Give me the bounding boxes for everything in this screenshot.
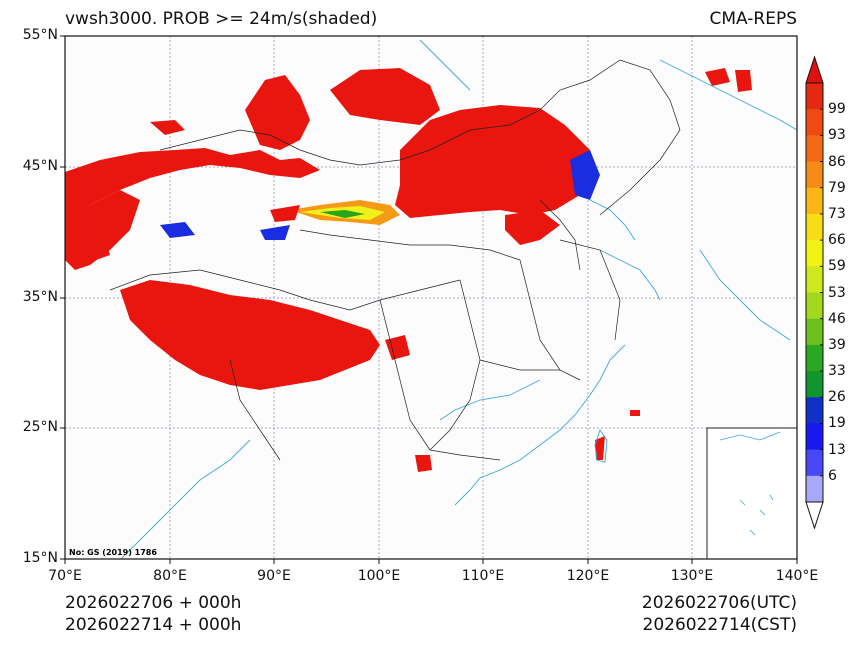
colorbar-segment	[806, 83, 823, 110]
forecast-init-utc: 2026022706 + 000h	[65, 593, 242, 613]
probability-shading	[65, 68, 752, 472]
colorbar-label: 53	[828, 284, 846, 301]
colorbar-segment	[806, 187, 823, 215]
lon-label-90: 90°E	[257, 568, 291, 584]
colorbar-segment	[806, 135, 823, 163]
inset-map	[706, 427, 798, 560]
colorbar-segment	[806, 423, 823, 451]
colorbar-max-arrow	[805, 55, 824, 84]
colorbar-segment	[806, 266, 823, 293]
colorbar-label: 39	[828, 336, 846, 353]
colorbar-segment	[806, 397, 823, 424]
forecast-init-cst: 2026022714 + 000h	[65, 615, 242, 635]
colorbar-label: 13	[828, 441, 846, 458]
axis-ticks	[60, 35, 798, 564]
colorbar-segment	[806, 344, 823, 372]
colorbar-label: 6	[828, 467, 837, 484]
valid-time-utc: 2026022706(UTC)	[641, 593, 797, 613]
lat-label-15: 15°N	[22, 550, 58, 566]
valid-time-cst: 2026022714(CST)	[642, 615, 797, 635]
lat-label-25: 25°N	[22, 419, 58, 435]
colorbar-label: 59	[828, 258, 846, 275]
lat-label-45: 45°N	[22, 158, 58, 174]
colorbar-label: 46	[828, 310, 846, 327]
lat-label-55: 55°N	[22, 27, 58, 43]
colorbar-segment	[806, 292, 823, 320]
lon-label-80: 80°E	[153, 568, 187, 584]
colorbar-segment	[806, 213, 823, 241]
colorbar	[805, 55, 824, 530]
colorbar-label: 86	[828, 153, 846, 170]
colorbar-label: 66	[828, 232, 846, 249]
map-title: vwsh3000. PROB >= 24m/s(shaded)	[65, 9, 378, 29]
colorbar-segment	[806, 475, 823, 503]
colorbar-label: 93	[828, 127, 846, 144]
colorbar-label: 79	[828, 179, 846, 196]
colorbar-segment	[806, 161, 823, 189]
borders	[109, 59, 681, 461]
lon-label-110: 110°E	[461, 568, 505, 584]
colorbar-label: 26	[828, 389, 846, 406]
colorbar-segment	[806, 318, 823, 346]
model-name: CMA-REPS	[709, 9, 797, 29]
lon-label-120: 120°E	[566, 568, 610, 584]
colorbar-label: 19	[828, 415, 846, 432]
colorbar-label: 33	[828, 363, 846, 380]
map-approval-note: No: GS (2019) 1786	[69, 548, 157, 557]
colorbar-min-arrow	[805, 501, 824, 530]
colorbar-segment	[806, 240, 823, 267]
colorbar-label: 99	[828, 101, 846, 118]
lon-label-70: 70°E	[48, 568, 82, 584]
lon-label-100: 100°E	[357, 568, 401, 584]
lat-label-35: 35°N	[22, 289, 58, 305]
colorbar-segment	[806, 449, 823, 477]
lon-label-140: 140°E	[775, 568, 819, 584]
lon-label-130: 130°E	[670, 568, 714, 584]
colorbar-segment	[806, 371, 823, 398]
coastlines	[120, 39, 797, 559]
colorbar-segment	[806, 109, 823, 136]
colorbar-label: 73	[828, 205, 846, 222]
